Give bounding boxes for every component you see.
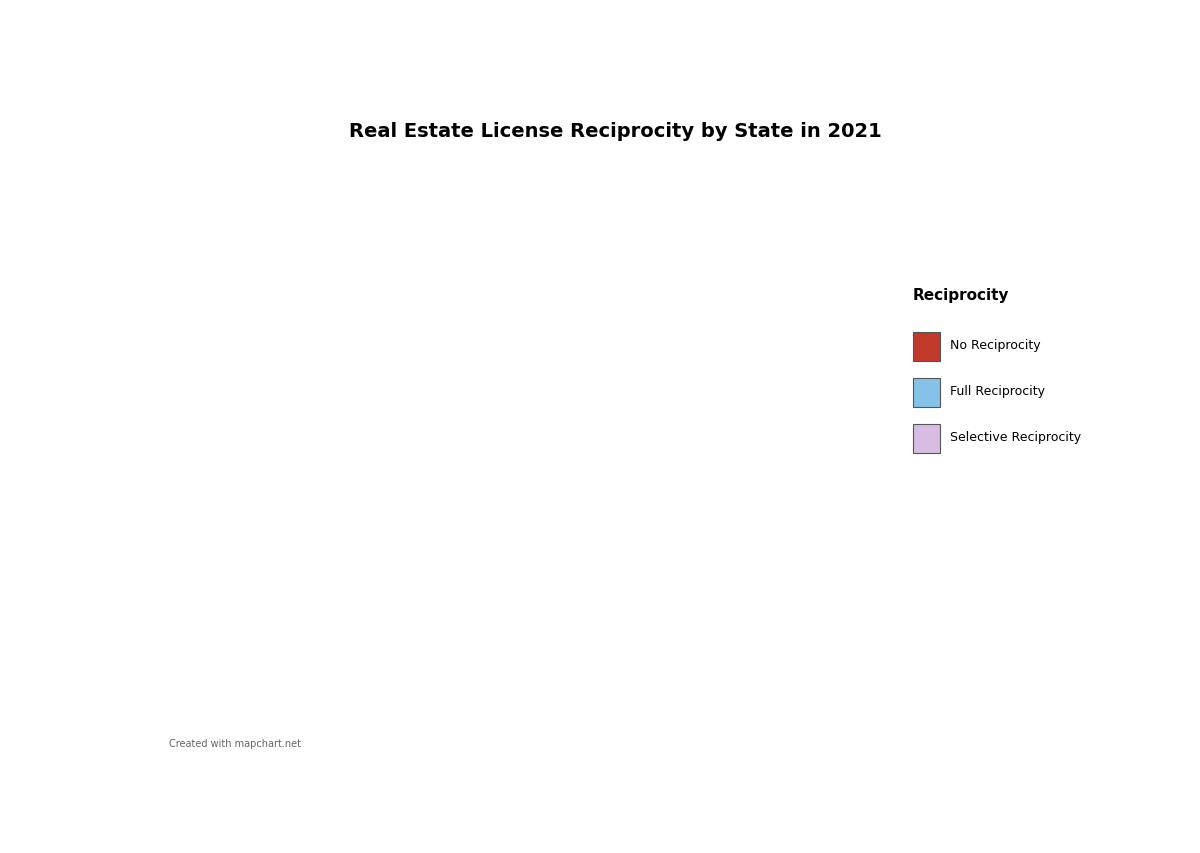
Text: Created with mapchart.net: Created with mapchart.net — [168, 738, 301, 748]
Text: Real Estate License Reciprocity by State in 2021: Real Estate License Reciprocity by State… — [349, 122, 881, 141]
Text: Selective Reciprocity: Selective Reciprocity — [950, 431, 1081, 444]
Text: Full Reciprocity: Full Reciprocity — [950, 385, 1045, 397]
Bar — [912, 424, 941, 454]
Bar — [912, 378, 941, 408]
Text: Reciprocity: Reciprocity — [912, 287, 1009, 303]
Bar — [912, 333, 941, 362]
Text: No Reciprocity: No Reciprocity — [950, 339, 1040, 352]
